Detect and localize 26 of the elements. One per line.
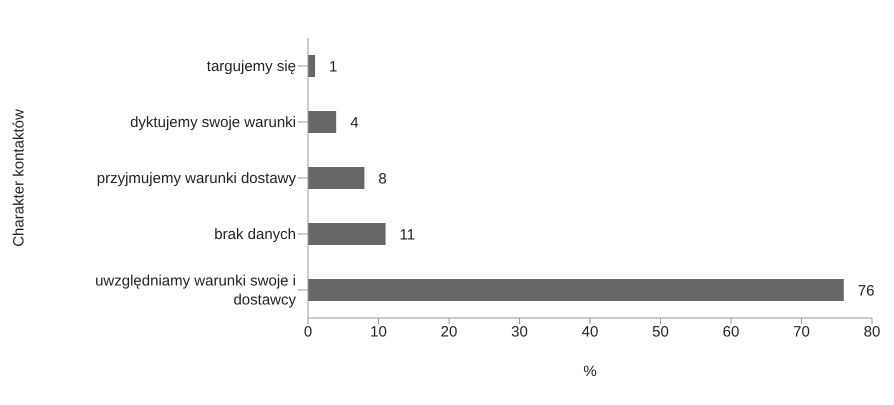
x-tick-label: 50 [652, 324, 669, 341]
x-axis-title: % [583, 363, 597, 380]
data-label: 11 [400, 226, 416, 244]
x-tick-label: 0 [304, 324, 312, 341]
x-tick-label: 30 [511, 324, 528, 341]
data-label: 1 [329, 58, 338, 76]
bar [308, 223, 386, 245]
y-tick-label: przyjmujemy warunki dostawy [96, 170, 296, 186]
y-tick-label: dyktujemy swoje warunki [130, 114, 296, 130]
x-tick-label: 40 [582, 324, 598, 341]
bar [308, 167, 364, 189]
x-tick-label: 10 [370, 324, 387, 341]
bar [308, 55, 316, 77]
data-label: 8 [378, 170, 387, 188]
x-tick-label: 60 [722, 324, 740, 341]
x-tick-label: 80 [864, 324, 880, 341]
y-tick-label: brak danych [214, 226, 296, 242]
y-axis-title: Charakter kontaktów [10, 109, 28, 247]
y-tick-label: targujemy się [206, 58, 296, 74]
data-label: 76 [858, 282, 874, 300]
x-tick-label: 20 [440, 324, 458, 341]
bar [308, 111, 336, 133]
bar [308, 279, 844, 301]
y-tick-label: uwzględniamy warunki swoje i dostawcy [95, 272, 296, 308]
data-label: 4 [350, 114, 359, 132]
x-tick-label: 70 [793, 324, 810, 341]
